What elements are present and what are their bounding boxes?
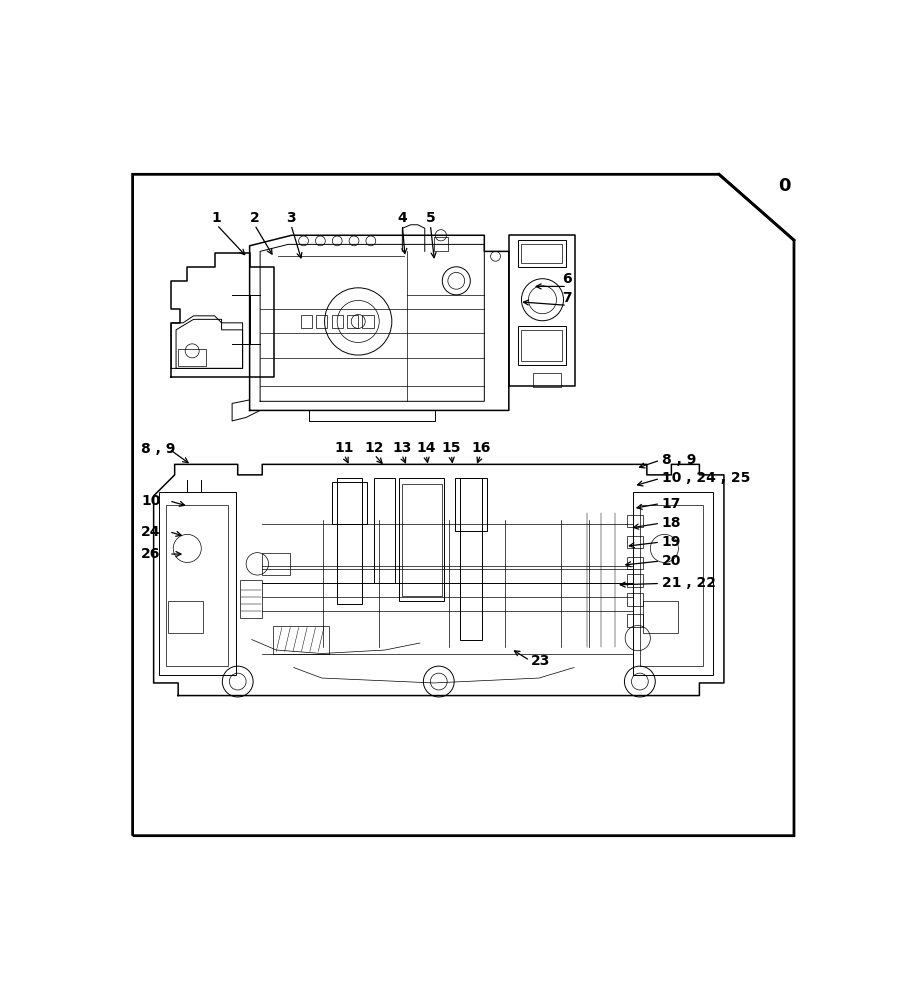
Bar bbox=[460, 478, 481, 640]
Bar bbox=[639, 505, 703, 666]
Text: 5: 5 bbox=[425, 211, 434, 225]
Bar bbox=[167, 601, 202, 633]
Text: 6: 6 bbox=[562, 272, 572, 286]
Text: 14: 14 bbox=[416, 441, 435, 455]
Text: 15: 15 bbox=[442, 441, 461, 455]
Bar bbox=[337, 478, 362, 604]
Text: 8 , 9: 8 , 9 bbox=[661, 453, 695, 467]
Bar bbox=[627, 557, 642, 569]
Bar bbox=[521, 330, 562, 361]
Bar bbox=[517, 326, 565, 365]
Bar bbox=[362, 315, 373, 328]
Text: 8 , 9: 8 , 9 bbox=[141, 442, 175, 456]
Bar bbox=[301, 315, 312, 328]
Text: 11: 11 bbox=[334, 441, 354, 455]
Text: 1: 1 bbox=[211, 211, 221, 225]
Bar bbox=[374, 478, 395, 583]
Bar bbox=[627, 536, 642, 548]
Bar bbox=[517, 240, 565, 267]
Text: 19: 19 bbox=[661, 535, 680, 549]
Text: 10: 10 bbox=[141, 494, 160, 508]
Bar bbox=[331, 315, 342, 328]
Bar bbox=[347, 315, 358, 328]
Bar bbox=[632, 492, 712, 675]
Bar bbox=[273, 626, 329, 654]
Bar bbox=[316, 315, 327, 328]
Bar bbox=[643, 601, 677, 633]
Text: 21 , 22: 21 , 22 bbox=[661, 576, 715, 590]
Bar bbox=[166, 505, 228, 666]
Bar bbox=[627, 574, 642, 587]
Bar bbox=[627, 614, 642, 627]
Text: 24: 24 bbox=[141, 525, 161, 539]
Text: 26: 26 bbox=[141, 547, 160, 561]
Text: 10 , 24 , 25: 10 , 24 , 25 bbox=[661, 471, 749, 485]
Bar bbox=[159, 492, 236, 675]
Bar bbox=[433, 237, 447, 251]
Text: 23: 23 bbox=[531, 654, 550, 668]
Bar bbox=[627, 515, 642, 527]
Text: 13: 13 bbox=[392, 441, 411, 455]
Text: 16: 16 bbox=[470, 441, 490, 455]
Text: 20: 20 bbox=[661, 554, 680, 568]
Text: 0: 0 bbox=[777, 177, 789, 195]
Text: 12: 12 bbox=[364, 441, 384, 455]
Bar bbox=[627, 593, 642, 606]
Bar bbox=[178, 349, 206, 366]
Text: 2: 2 bbox=[249, 211, 259, 225]
Bar bbox=[454, 478, 487, 531]
Text: 18: 18 bbox=[661, 516, 680, 530]
Bar bbox=[533, 373, 561, 387]
Bar bbox=[398, 478, 444, 601]
Bar bbox=[262, 553, 290, 575]
Bar bbox=[521, 244, 562, 263]
Bar bbox=[239, 580, 262, 618]
Bar bbox=[401, 484, 441, 596]
Text: 7: 7 bbox=[562, 291, 572, 305]
Bar bbox=[332, 482, 367, 524]
Text: 3: 3 bbox=[286, 211, 295, 225]
Text: 17: 17 bbox=[661, 497, 680, 511]
Text: 4: 4 bbox=[397, 211, 406, 225]
